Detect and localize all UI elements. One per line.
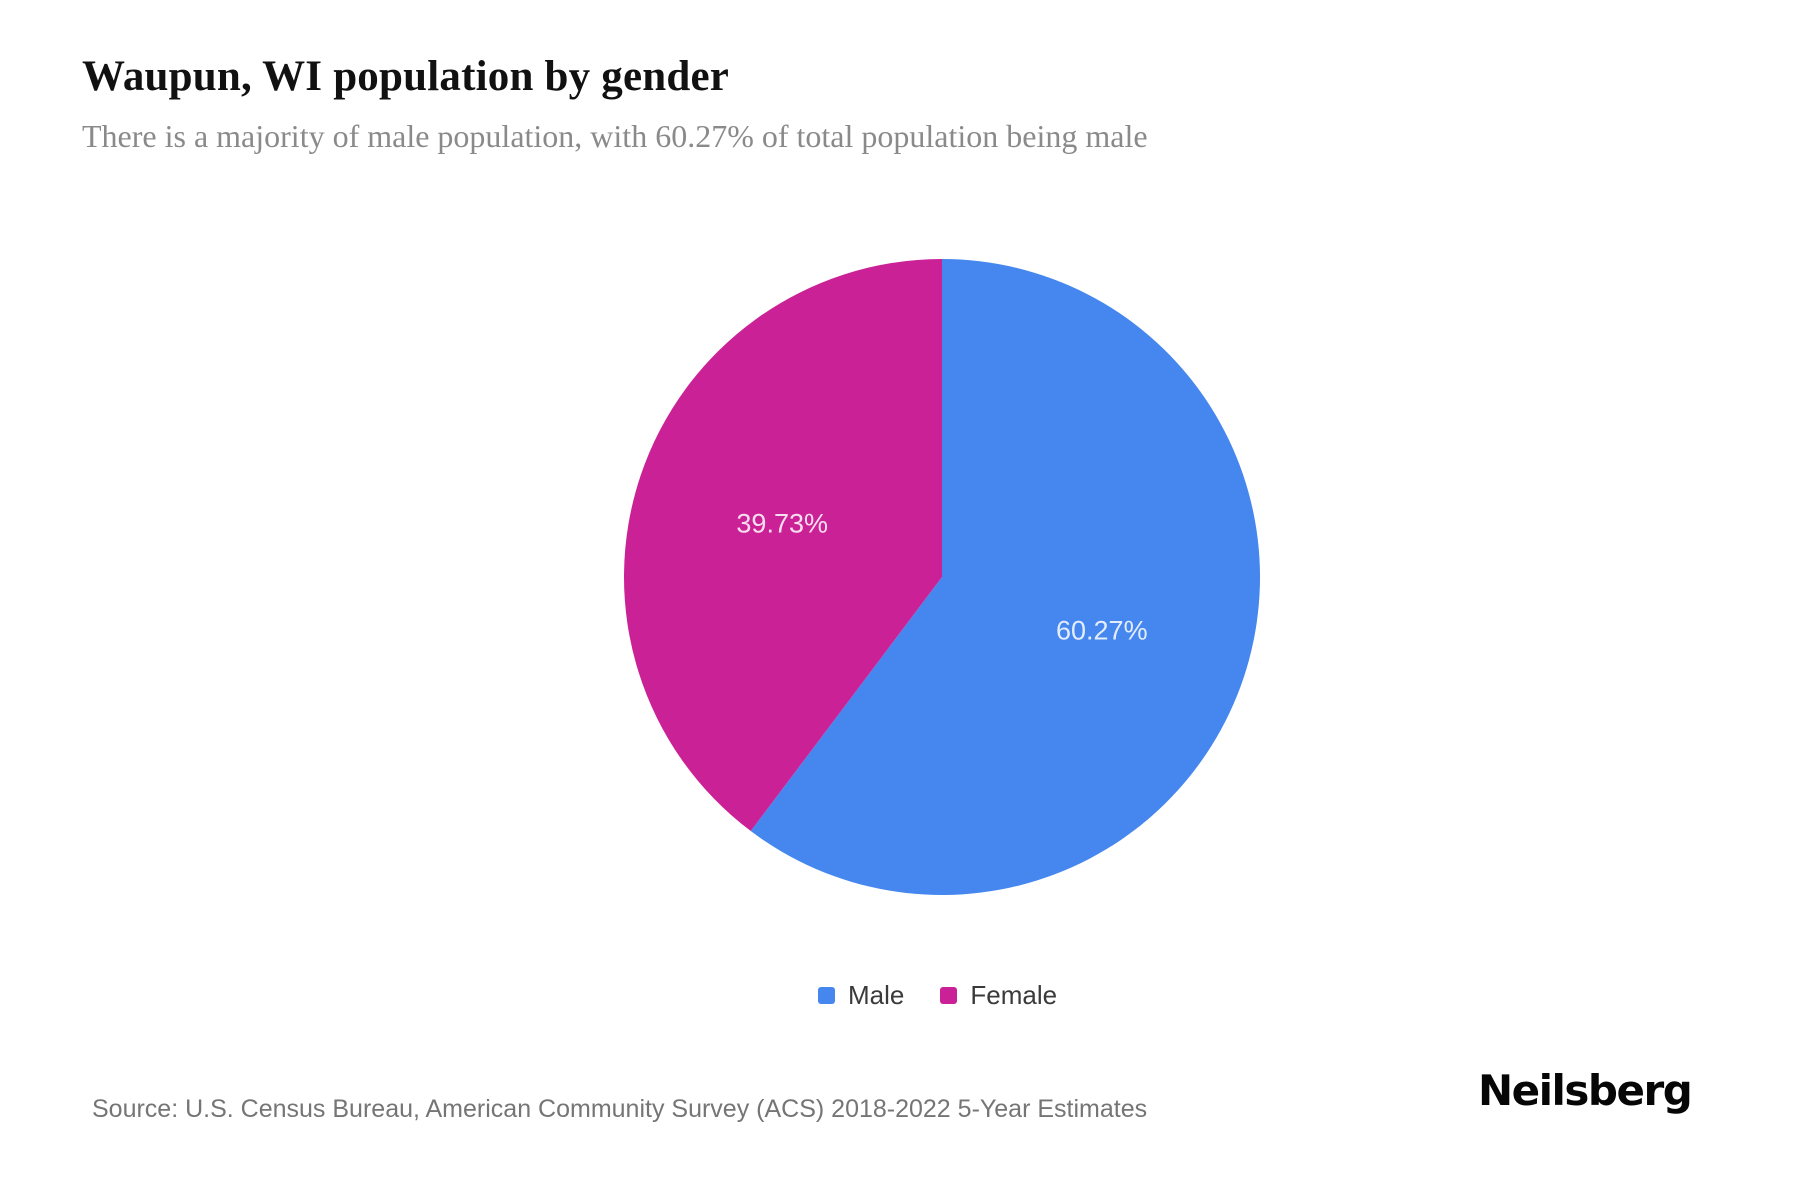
pie-svg: 60.27% 39.73% xyxy=(624,259,1261,895)
slice-label-female: 39.73% xyxy=(736,509,828,539)
male-swatch-icon xyxy=(818,986,835,1004)
slice-label-male: 60.27% xyxy=(1056,615,1148,645)
legend-item-female[interactable]: Female xyxy=(940,982,1057,1008)
page-title: Waupun, WI population by gender xyxy=(82,53,730,100)
pie-slice-male[interactable] xyxy=(750,259,1261,895)
source-note: Source: U.S. Census Bureau, American Com… xyxy=(92,1095,1148,1123)
chart-subtitle: There is a majority of male population, … xyxy=(82,118,1148,154)
legend-item-male[interactable]: Male xyxy=(818,982,904,1008)
female-swatch-icon xyxy=(940,986,958,1004)
brand-logo[interactable]: Neilsberg xyxy=(1478,1066,1693,1115)
legend-label-female: Female xyxy=(970,980,1058,1010)
pie-chart: 60.27% 39.73% xyxy=(612,247,1272,907)
legend: Male Female xyxy=(818,982,1057,1008)
pie-slice-female[interactable] xyxy=(624,259,942,832)
legend-label-male: Male xyxy=(848,980,905,1010)
